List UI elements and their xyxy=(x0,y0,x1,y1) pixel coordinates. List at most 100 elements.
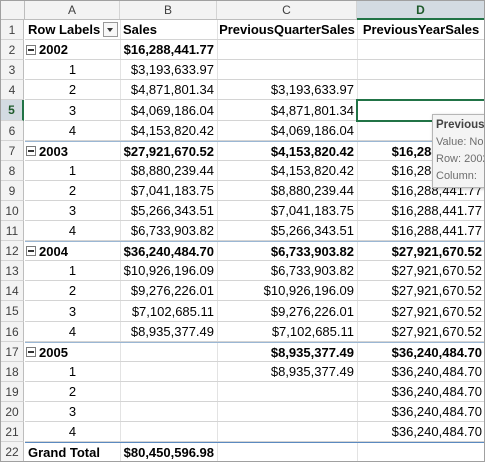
previous-year-cell[interactable]: $36,240,484.70 xyxy=(357,362,485,381)
quarter-label-cell[interactable]: 4 xyxy=(25,422,120,441)
sales-cell[interactable] xyxy=(120,382,217,401)
previous-quarter-cell[interactable]: $4,153,820.42 xyxy=(217,161,357,180)
sales-cell[interactable]: $5,266,343.51 xyxy=(120,201,217,220)
year-label-cell[interactable]: 2004 xyxy=(25,242,120,260)
collapse-minus-icon[interactable] xyxy=(26,146,36,156)
sales-cell[interactable]: $3,193,633.97 xyxy=(120,60,217,79)
previous-quarter-cell[interactable]: $7,102,685.11 xyxy=(217,322,357,341)
previous-year-cell[interactable]: $36,240,484.70 xyxy=(357,382,485,401)
row-header-21[interactable]: 21 xyxy=(1,422,24,442)
row-header-1[interactable]: 1 xyxy=(1,20,24,40)
sales-cell[interactable]: $8,880,239.44 xyxy=(120,161,217,180)
quarter-label-cell[interactable]: 4 xyxy=(25,221,120,240)
row-header-16[interactable]: 16 xyxy=(1,322,24,342)
previous-quarter-cell[interactable] xyxy=(217,402,357,421)
quarter-label-cell[interactable]: 3 xyxy=(25,100,120,120)
filter-dropdown-icon[interactable] xyxy=(103,22,119,37)
previous-year-cell[interactable]: $36,240,484.70 xyxy=(357,402,485,421)
previous-quarter-cell[interactable]: $4,871,801.34 xyxy=(217,100,357,120)
row-header-7[interactable]: 7 xyxy=(1,141,24,161)
previous-quarter-cell[interactable]: $4,069,186.04 xyxy=(217,121,357,140)
row-labels-header[interactable]: Row Labels xyxy=(25,20,120,39)
row-header-5[interactable]: 5 xyxy=(1,100,24,121)
row-header-19[interactable]: 19 xyxy=(1,382,24,402)
quarter-label-cell[interactable]: 2 xyxy=(25,181,120,200)
year-label-cell[interactable]: 2002 xyxy=(25,40,120,59)
sales-cell[interactable]: $6,733,903.82 xyxy=(120,221,217,240)
sales-cell[interactable]: $8,935,377.49 xyxy=(120,322,217,341)
sales-cell[interactable]: $7,041,183.75 xyxy=(120,181,217,200)
sales-cell[interactable]: $4,069,186.04 xyxy=(120,100,217,120)
row-header-9[interactable]: 9 xyxy=(1,181,24,201)
previous-quarter-cell[interactable] xyxy=(217,443,357,461)
previous-quarter-cell[interactable]: $8,935,377.49 xyxy=(217,343,357,361)
quarter-label-cell[interactable]: 1 xyxy=(25,161,120,180)
quarter-label-cell[interactable]: 1 xyxy=(25,362,120,381)
previous-quarter-cell[interactable]: $10,926,196.09 xyxy=(217,281,357,300)
previous-year-cell[interactable]: $36,240,484.70 xyxy=(357,343,485,361)
previous-quarter-cell[interactable] xyxy=(217,382,357,401)
quarter-label-cell[interactable]: 3 xyxy=(25,301,120,321)
select-all-corner[interactable] xyxy=(1,1,25,19)
previous-quarter-cell[interactable]: $6,733,903.82 xyxy=(217,242,357,260)
previous-quarter-cell[interactable]: $5,266,343.51 xyxy=(217,221,357,240)
previous-quarter-cell[interactable]: $7,041,183.75 xyxy=(217,201,357,220)
sales-cell[interactable]: $10,926,196.09 xyxy=(120,261,217,280)
row-header-20[interactable]: 20 xyxy=(1,402,24,422)
previous-year-cell[interactable] xyxy=(357,60,485,79)
previous-quarter-cell[interactable]: $3,193,633.97 xyxy=(217,80,357,99)
sales-cell[interactable]: $80,450,596.98 xyxy=(120,443,217,461)
previous-year-cell[interactable]: $27,921,670.52 xyxy=(357,242,485,260)
quarter-label-cell[interactable]: 2 xyxy=(25,80,120,99)
row-header-12[interactable]: 12 xyxy=(1,241,24,261)
previous-quarter-cell[interactable] xyxy=(217,422,357,441)
row-header-2[interactable]: 2 xyxy=(1,40,24,60)
row-header-10[interactable]: 10 xyxy=(1,201,24,221)
sales-cell[interactable]: $4,153,820.42 xyxy=(120,121,217,140)
previous-year-cell[interactable]: $36,240,484.70 xyxy=(357,422,485,441)
previous-year-cell[interactable] xyxy=(357,80,485,99)
previous-quarter-cell[interactable] xyxy=(217,60,357,79)
row-header-13[interactable]: 13 xyxy=(1,261,24,281)
collapse-minus-icon[interactable] xyxy=(26,246,36,256)
column-header-C[interactable]: C xyxy=(217,1,357,19)
row-header-15[interactable]: 15 xyxy=(1,301,24,322)
column-header-D[interactable]: D xyxy=(357,1,485,20)
row-header-3[interactable]: 3 xyxy=(1,60,24,80)
previous-year-cell[interactable]: $16,288,441.77 xyxy=(357,221,485,240)
quarter-label-cell[interactable]: 2 xyxy=(25,281,120,300)
row-header-4[interactable]: 4 xyxy=(1,80,24,100)
quarter-label-cell[interactable]: 2 xyxy=(25,382,120,401)
sales-cell[interactable] xyxy=(120,402,217,421)
row-header-6[interactable]: 6 xyxy=(1,121,24,141)
row-header-14[interactable]: 14 xyxy=(1,281,24,301)
quarter-label-cell[interactable]: 1 xyxy=(25,60,120,79)
previous-quarter-sales-header[interactable]: PreviousQuarterSales xyxy=(217,20,357,39)
year-label-cell[interactable]: 2003 xyxy=(25,142,120,160)
row-header-8[interactable]: 8 xyxy=(1,161,24,181)
collapse-minus-icon[interactable] xyxy=(26,44,36,55)
collapse-minus-icon[interactable] xyxy=(26,347,36,357)
row-header-17[interactable]: 17 xyxy=(1,342,24,362)
previous-year-cell[interactable]: $27,921,670.52 xyxy=(357,301,485,321)
sales-cell[interactable]: $4,871,801.34 xyxy=(120,80,217,99)
previous-year-sales-header[interactable]: PreviousYearSales xyxy=(357,20,485,39)
previous-quarter-cell[interactable]: $4,153,820.42 xyxy=(217,142,357,160)
row-header-11[interactable]: 11 xyxy=(1,221,24,241)
sales-cell[interactable]: $16,288,441.77 xyxy=(120,40,217,59)
previous-quarter-cell[interactable]: $9,276,226.01 xyxy=(217,301,357,321)
previous-year-cell[interactable]: $27,921,670.52 xyxy=(357,261,485,280)
sales-header[interactable]: Sales xyxy=(120,20,217,39)
row-header-18[interactable]: 18 xyxy=(1,362,24,382)
sales-cell[interactable]: $7,102,685.11 xyxy=(120,301,217,321)
grand-total-label-cell[interactable]: Grand Total xyxy=(25,443,120,461)
previous-year-cell[interactable] xyxy=(357,40,485,59)
sales-cell[interactable]: $36,240,484.70 xyxy=(120,242,217,260)
sales-cell[interactable]: $27,921,670.52 xyxy=(120,142,217,160)
quarter-label-cell[interactable]: 4 xyxy=(25,121,120,140)
sales-cell[interactable]: $9,276,226.01 xyxy=(120,281,217,300)
column-header-A[interactable]: A xyxy=(25,1,120,19)
previous-quarter-cell[interactable]: $6,733,903.82 xyxy=(217,261,357,280)
quarter-label-cell[interactable]: 3 xyxy=(25,201,120,220)
previous-quarter-cell[interactable]: $8,880,239.44 xyxy=(217,181,357,200)
